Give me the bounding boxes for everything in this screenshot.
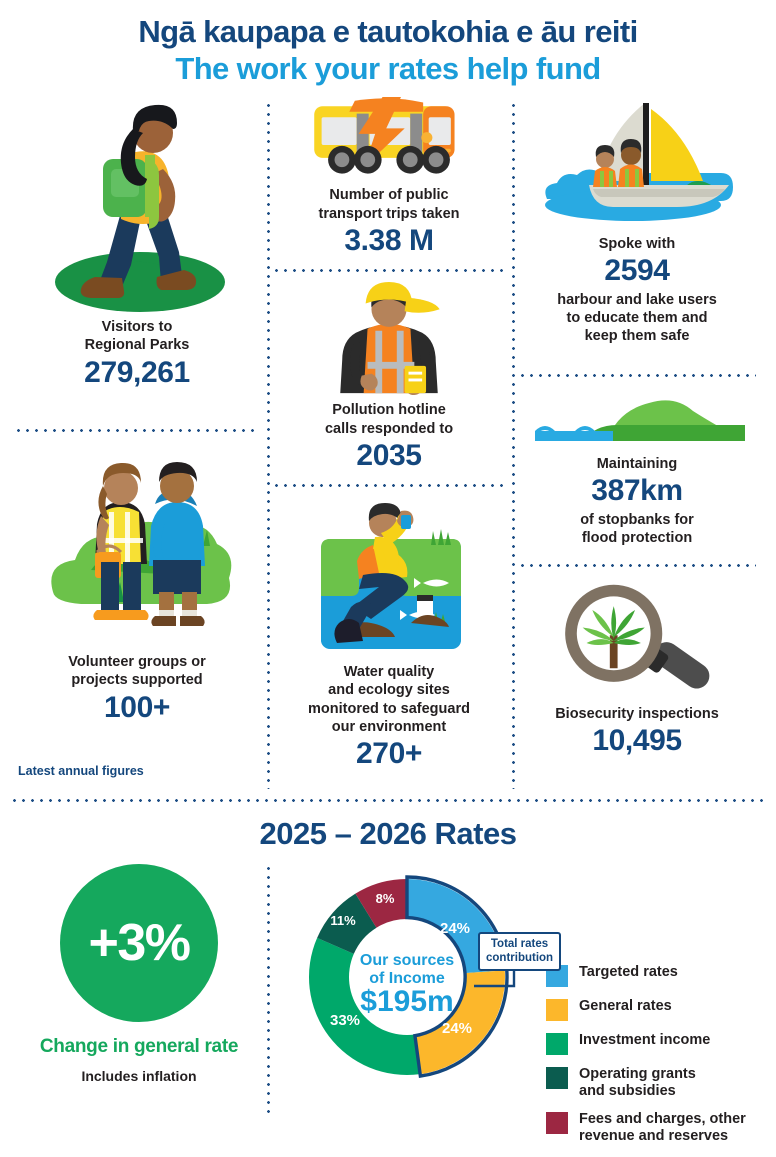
row-divider — [272, 484, 506, 488]
stat-caption: Water quality and ecology sites monitored … — [308, 664, 470, 735]
income-legend: Targeted rates General rates Investment … — [546, 964, 774, 1156]
donut-label-operating: 11% — [330, 913, 356, 928]
stat-caption: Biosecurity inspections — [555, 705, 719, 722]
total-rates-highlight-outline — [405, 875, 509, 1079]
stat-water-quality-sites: Water quality and ecology sites monitored … — [266, 493, 512, 793]
stat-caption-after: harbour and lake users to educate them an… — [557, 291, 717, 345]
page-header: Ngā kaupapa e tautokohia e āu reiti The … — [0, 0, 776, 93]
row-divider — [272, 269, 506, 273]
row-divider — [518, 564, 756, 568]
legend-swatch-investment-income — [546, 1033, 568, 1056]
water-sampling-icon — [321, 503, 461, 650]
stat-caption-before: Maintaining — [596, 456, 678, 473]
stats-grid: Visitors to Regional Parks 279,261 — [0, 93, 776, 793]
stat-caption-before: Spoke with — [598, 236, 676, 253]
rates-column-divider — [267, 864, 270, 1115]
stat-value: 2035 — [356, 438, 422, 472]
stats-column-middle: Number of public transport trips taken 3.… — [266, 93, 512, 793]
donut-label-targeted: 24% — [440, 920, 470, 937]
pollution-officer-icon — [340, 282, 440, 396]
stat-public-transport-trips: Number of public transport trips taken 3.… — [266, 93, 512, 263]
legend-label: General rates — [579, 998, 672, 1015]
legend-item: Fees and charges, other revenue and reser… — [546, 1111, 774, 1145]
legend-label: Targeted rates — [579, 964, 678, 981]
stat-value: 10,495 — [592, 723, 682, 757]
donut-label-general: 24% — [442, 1020, 472, 1037]
donut-label-fees: 8% — [376, 891, 395, 906]
stat-stopbanks: Maintaining 387km of stopbanks for flood … — [512, 383, 762, 558]
donut-slice-fees-charges — [355, 879, 407, 928]
stat-caption: Visitors to Regional Parks — [84, 319, 190, 354]
rates-section: +3% Change in general rate Includes infl… — [0, 858, 776, 1144]
stat-caption: Number of public transport trips taken — [318, 187, 460, 222]
rate-change-note: Includes inflation — [81, 1068, 197, 1085]
title-maori: Ngā kaupapa e tautokohia e āu reiti — [138, 14, 638, 49]
stat-pollution-hotline: Pollution hotline calls responded to 2035 — [266, 278, 512, 478]
sailboat-icon — [545, 103, 733, 222]
legend-label: Investment income — [579, 1032, 711, 1049]
stat-volunteer-groups: Volunteer groups or projects supported 10… — [8, 438, 266, 758]
legend-swatch-operating-grants — [546, 1067, 568, 1090]
hiker-walking-icon — [55, 104, 225, 313]
stat-visitors-regional-parks: Visitors to Regional Parks 279,261 — [8, 93, 266, 423]
income-donut-chart: 24% 24% 33% 11% 8% Our sources of Income… — [292, 858, 542, 1097]
donut-slice-operating-grants — [317, 893, 377, 955]
legend-item: Investment income — [546, 1032, 774, 1056]
latest-annual-figures-note: Latest annual figures — [18, 764, 144, 779]
stat-caption-after: of stopbanks for flood protection — [580, 511, 694, 547]
row-divider — [518, 374, 756, 378]
rate-change-label: Change in general rate — [39, 1036, 239, 1058]
rates-section-title: 2025 – 2026 Rates — [259, 816, 517, 852]
total-rates-callout: Total rates contribution — [478, 932, 562, 972]
stats-column-left: Visitors to Regional Parks 279,261 — [8, 93, 266, 793]
legend-label: Fees and charges, other revenue and reser… — [579, 1111, 746, 1145]
electric-bus-icon — [314, 97, 455, 174]
donut-slice-investment-income — [308, 938, 421, 1076]
donut-center-line1: Our sources — [360, 952, 454, 969]
stat-harbour-lake-users: Spoke with 2594 harbour and lake users to… — [512, 93, 762, 368]
stat-value: 270+ — [356, 737, 422, 771]
stats-column-right: Spoke with 2594 harbour and lake users to… — [512, 93, 762, 793]
rate-change-value: +3% — [88, 914, 191, 973]
donut-label-investment: 33% — [330, 1012, 360, 1029]
stat-value: 100+ — [104, 690, 170, 724]
column-divider-left — [267, 101, 270, 790]
donut-center-line2: of Income — [369, 970, 445, 987]
stat-caption: Pollution hotline calls responded to — [324, 402, 454, 437]
column-divider-right — [512, 101, 515, 790]
donut-svg: 24% 24% 33% 11% 8% Our sources of Income… — [308, 875, 516, 1079]
legend-item: General rates — [546, 998, 774, 1022]
donut-center-total: $195m — [360, 985, 453, 1018]
row-divider — [14, 429, 260, 433]
stat-value: 3.38 M — [344, 223, 434, 257]
legend-item: Targeted rates — [546, 964, 774, 988]
stat-caption: Volunteer groups or projects supported — [68, 654, 206, 689]
two-volunteers-icon — [50, 462, 231, 627]
section-separator — [10, 799, 766, 803]
stat-value: 2594 — [604, 254, 670, 288]
donut-slice-general-rates — [414, 970, 505, 1075]
legend-label: Operating grants and subsidies — [579, 1066, 696, 1100]
stopbank-hill-icon — [535, 400, 745, 442]
legend-swatch-fees-charges — [546, 1112, 568, 1135]
magnifying-glass-plant-icon — [565, 584, 710, 689]
stat-biosecurity-inspections: Biosecurity inspections 10,495 — [512, 573, 762, 763]
stat-value: 387km — [591, 474, 683, 508]
rate-change-circle: +3% — [60, 864, 218, 1023]
stat-value: 279,261 — [84, 355, 190, 389]
title-english: The work your rates help fund — [175, 50, 601, 86]
general-rate-change-block: +3% Change in general rate Includes infl… — [8, 858, 270, 1084]
legend-item: Operating grants and subsidies — [546, 1066, 774, 1100]
legend-swatch-general-rates — [546, 999, 568, 1022]
